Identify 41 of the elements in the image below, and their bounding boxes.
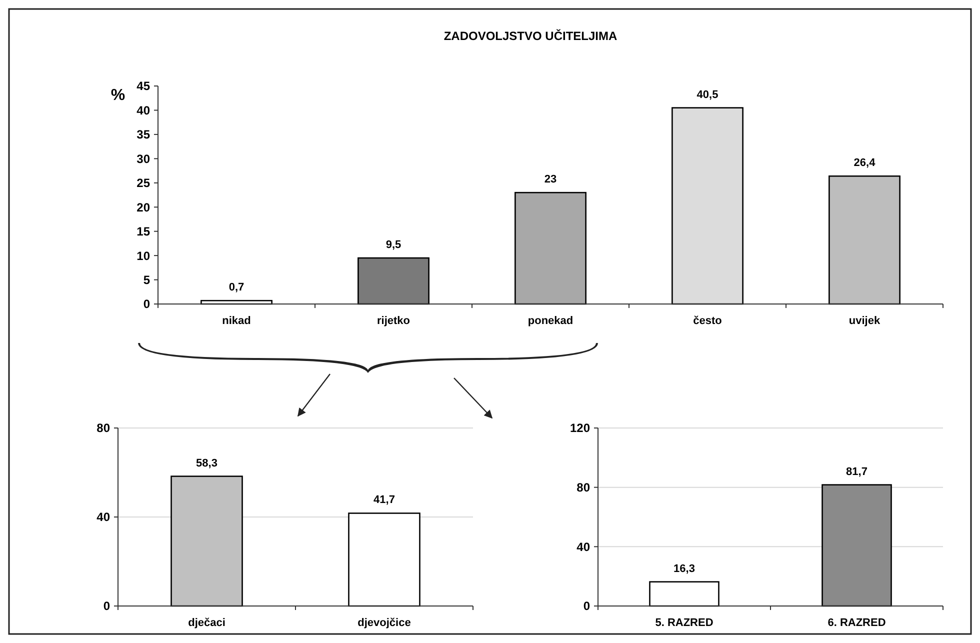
y-tick-label: 0 <box>143 297 150 312</box>
y-tick-label: 10 <box>136 248 150 263</box>
bar <box>828 175 900 305</box>
x-tick-label: dječaci <box>188 617 226 629</box>
y-tick-label: 0 <box>103 599 110 614</box>
data-label: 81,7 <box>846 466 868 478</box>
bar <box>358 257 430 305</box>
data-label: 0,7 <box>228 282 244 294</box>
y-tick-label: 5 <box>143 272 150 287</box>
x-tick-label: ponekad <box>528 315 574 327</box>
y-tick-label: 40 <box>576 540 590 554</box>
y-tick-label: 15 <box>136 224 150 239</box>
x-tick-label: rijetko <box>376 315 410 327</box>
y-tick-label: 30 <box>136 152 150 166</box>
data-label: 23 <box>544 174 557 186</box>
y-tick-label: 120 <box>570 421 590 436</box>
y-axis-title: % <box>110 87 126 104</box>
x-tick-label: 5. RAZRED <box>655 617 714 629</box>
data-label: 41,7 <box>374 494 395 506</box>
bar <box>672 107 744 305</box>
chart-title: ZADOVOLJSTVO UČITELJIMA <box>444 29 618 43</box>
data-label: 40,5 <box>696 88 718 101</box>
data-label: 26,4 <box>854 157 876 170</box>
x-tick-label: uvijek <box>848 315 881 327</box>
y-tick-label: 40 <box>136 103 150 118</box>
y-tick-label: 45 <box>136 79 150 94</box>
x-tick-label: često <box>693 315 722 327</box>
x-tick-label: 6. RAZRED <box>828 617 886 629</box>
bar <box>514 192 586 305</box>
y-tick-label: 80 <box>576 480 590 495</box>
x-tick-label: djevojčice <box>358 617 411 629</box>
y-tick-label: 0 <box>583 599 590 614</box>
y-tick-label: 20 <box>136 200 150 214</box>
y-tick-label: 25 <box>136 176 150 190</box>
y-tick-label: 35 <box>136 128 150 142</box>
data-label: 58,3 <box>196 457 218 470</box>
y-tick-label: 40 <box>96 510 110 524</box>
y-tick-label: 80 <box>96 421 110 436</box>
x-tick-label: nikad <box>222 315 251 327</box>
data-label: 9,5 <box>386 238 402 251</box>
data-label: 16,3 <box>674 562 695 575</box>
